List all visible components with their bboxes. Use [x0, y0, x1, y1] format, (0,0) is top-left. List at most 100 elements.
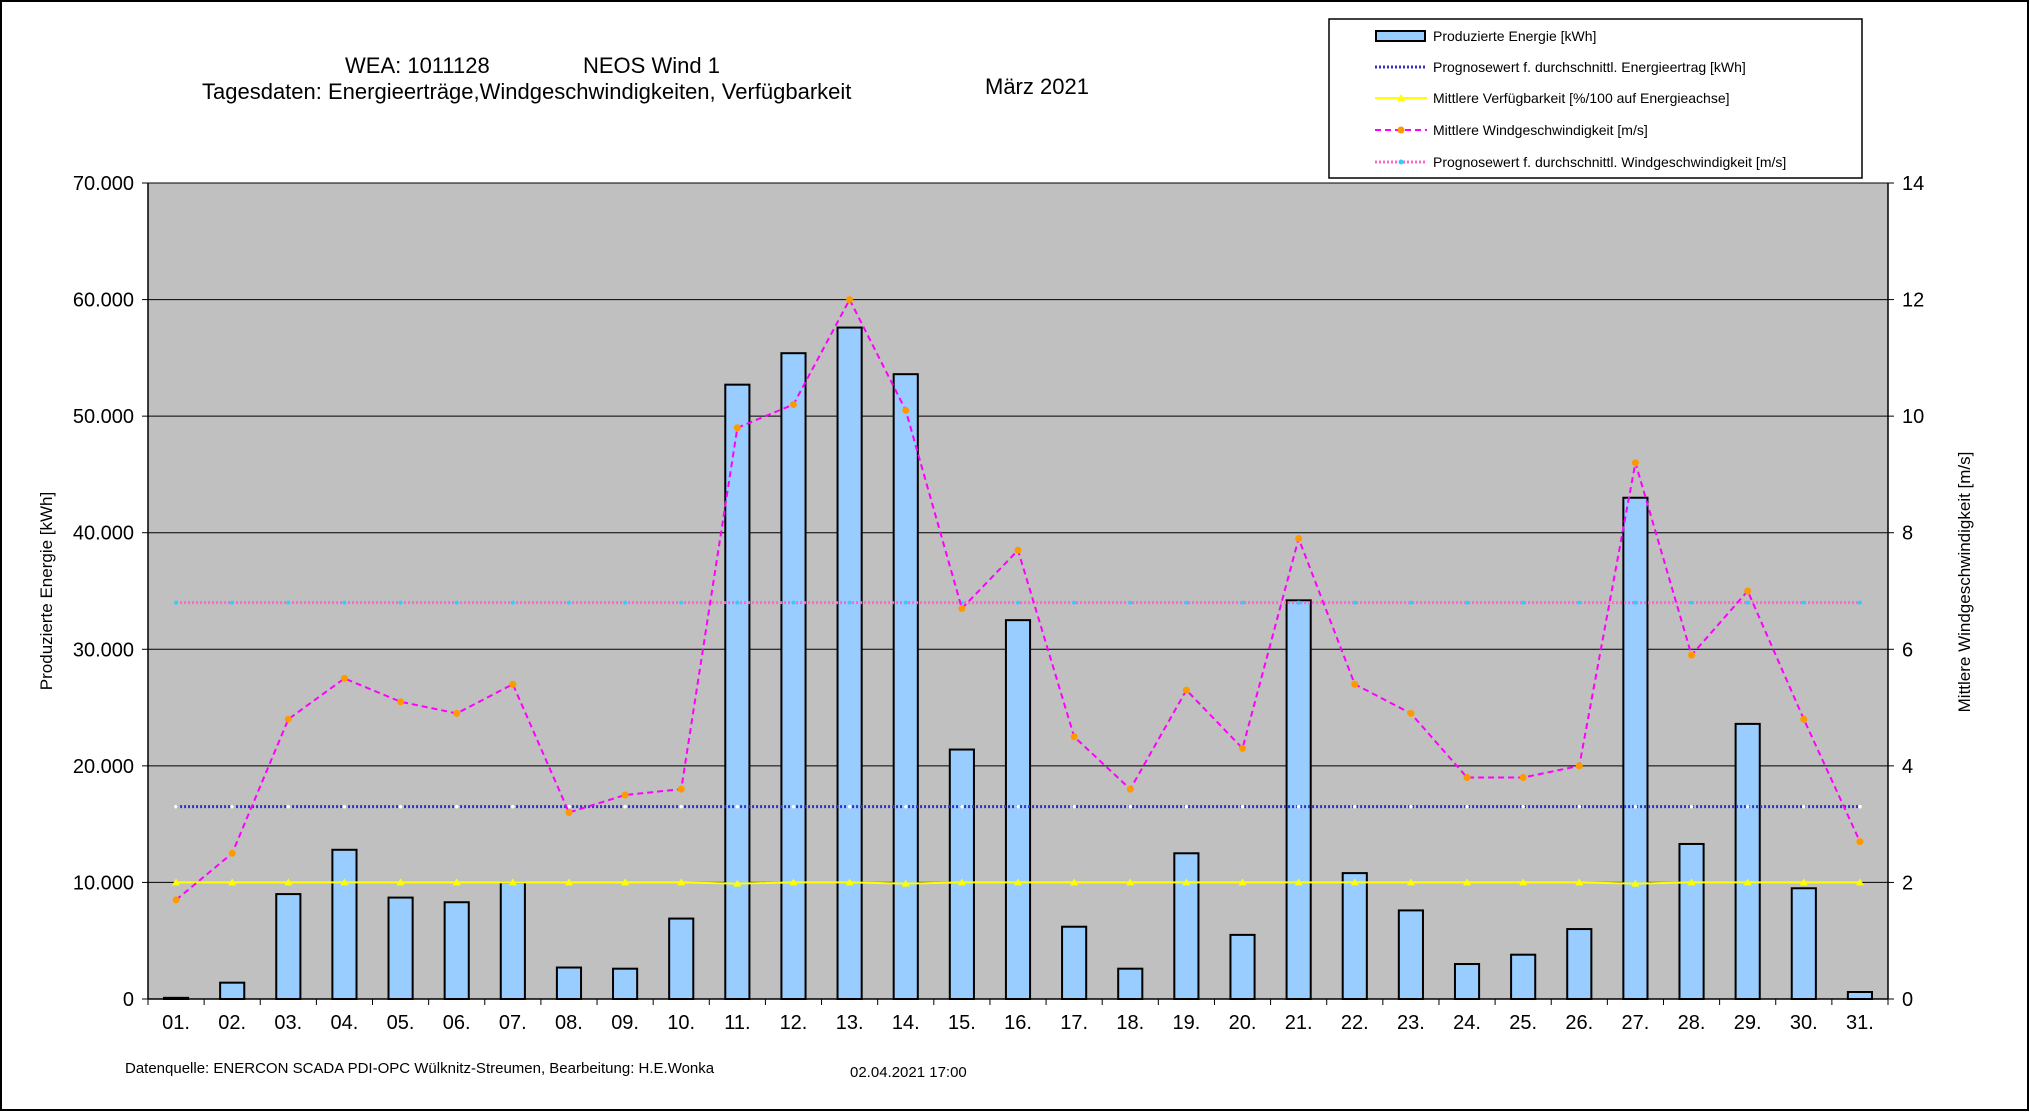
availability-point [789, 878, 798, 886]
forecast-wind-point [903, 600, 908, 605]
wind-point [1295, 535, 1303, 543]
x-tick-label: 04. [331, 1012, 359, 1034]
forecast-energy-point [1745, 804, 1750, 809]
forecast-energy-point [1128, 804, 1133, 809]
y-tick-label-right: 2 [1902, 872, 1913, 894]
wind-point [453, 709, 461, 717]
forecast-wind-point [791, 600, 796, 605]
x-tick-label: 07. [499, 1012, 527, 1034]
availability-point [508, 878, 517, 886]
forecast-wind-point [286, 600, 291, 605]
forecast-energy-point [903, 804, 908, 809]
y-tick-label-right: 4 [1902, 756, 1913, 778]
y-axis-right: 0 2 4 6 8 10 12 14 [1887, 173, 1924, 1011]
x-tick-label: 01. [162, 1012, 190, 1034]
x-tick-label: 25. [1509, 1012, 1537, 1034]
energy-bar [275, 893, 302, 1000]
x-tick-label: 17. [1060, 1012, 1088, 1034]
wind-point [1856, 838, 1864, 846]
availability-point [172, 878, 181, 886]
wind-point [677, 785, 685, 793]
y-axis-left-title: Produzierte Energie [kWh] [37, 492, 56, 690]
forecast-energy-point [1633, 804, 1638, 809]
wind-point [1631, 459, 1639, 467]
wind-point [1014, 546, 1022, 554]
forecast-wind-point [623, 600, 628, 605]
availability-point [1070, 878, 1079, 886]
availability-point [845, 878, 854, 886]
x-tick-label: 05. [387, 1012, 415, 1034]
forecast-energy-point [735, 804, 740, 809]
availability-point [1799, 878, 1808, 886]
x-tick-label: 26. [1565, 1012, 1593, 1034]
forecast-wind-point [1016, 600, 1020, 605]
legend-label-forecast-wind: Prognosewert f. durchschnittl. Windgesch… [1433, 154, 1786, 170]
forecast-wind-point [679, 600, 684, 605]
wind-point [1463, 774, 1471, 782]
forecast-energy-point [1072, 804, 1076, 809]
wind-point [1407, 709, 1415, 717]
y-tick-label-left: 30.000 [73, 639, 134, 661]
y-tick-label-right: 6 [1902, 639, 1913, 661]
footer-timestamp: 02.04.2021 17:00 [850, 1064, 967, 1081]
energy-bar [331, 848, 358, 1000]
legend-label-energy: Produzierte Energie [kWh] [1433, 28, 1596, 44]
wind-point [1126, 785, 1134, 793]
forecast-wind-point [1296, 600, 1301, 605]
forecast-energy-point [679, 804, 684, 809]
energy-bar [162, 996, 190, 1001]
availability-point [1294, 878, 1303, 886]
wind-point [621, 791, 629, 799]
y-tick-label-right: 0 [1902, 989, 1913, 1011]
forecast-wind-point [454, 600, 459, 605]
availability-point [340, 878, 349, 886]
forecast-energy-point [567, 804, 571, 809]
forecast-energy-point [1409, 804, 1413, 809]
x-axis: 01. 02. 03. 04. 05. 06. 07. 08. 09. 10. 11. 12. 13. 1… [147, 998, 1889, 1034]
energy-bar [1510, 953, 1537, 1001]
forecast-wind-point [1745, 600, 1750, 605]
energy-bar [836, 326, 863, 1000]
forecast-wind-point [1240, 600, 1245, 605]
forecast-energy-point [1858, 804, 1862, 809]
x-tick-label: 13. [836, 1012, 864, 1034]
forecast-energy-point [511, 804, 515, 809]
availability-point [733, 879, 742, 887]
forecast-energy-point [1016, 804, 1020, 809]
forecast-wind-point [1689, 600, 1694, 605]
wind-point [1800, 715, 1808, 723]
forecast-wind-point [1184, 600, 1189, 605]
availability-point [1631, 879, 1640, 887]
forecast-energy-point [623, 804, 627, 809]
site-name: NEOS Wind 1 [583, 53, 720, 78]
legend-label-availability: Mittlere Verfügbarkeit [%/100 auf Energi… [1433, 90, 1730, 106]
forecast-wind-point [174, 600, 179, 605]
forecast-wind-point [1577, 600, 1582, 605]
wind-point [958, 604, 966, 612]
x-tick-label: 12. [780, 1012, 808, 1034]
energy-bar [1622, 496, 1649, 1000]
energy-bar [443, 901, 470, 1001]
forecast-energy-point [398, 804, 403, 809]
availability-point [1575, 878, 1584, 886]
forecast-energy-point [1184, 804, 1189, 809]
wind-point [228, 849, 236, 857]
forecast-wind-point [230, 600, 235, 605]
availability-point [1687, 878, 1696, 886]
energy-bar [1117, 967, 1144, 1000]
energy-bar [1790, 887, 1817, 1000]
x-tick-label: 19. [1172, 1012, 1200, 1034]
x-tick-label: 20. [1229, 1012, 1257, 1034]
energy-bar [1341, 872, 1368, 1000]
energy-bar [724, 383, 751, 1000]
availability-point [1238, 878, 1247, 886]
forecast-wind-point [1521, 600, 1526, 605]
x-tick-label: 15. [948, 1012, 976, 1034]
energy-bar [219, 981, 246, 1000]
x-tick-label: 18. [1116, 1012, 1144, 1034]
forecast-energy-point [1802, 804, 1806, 809]
forecast-wind-point [1352, 600, 1357, 605]
forecast-wind-point [1465, 600, 1470, 605]
